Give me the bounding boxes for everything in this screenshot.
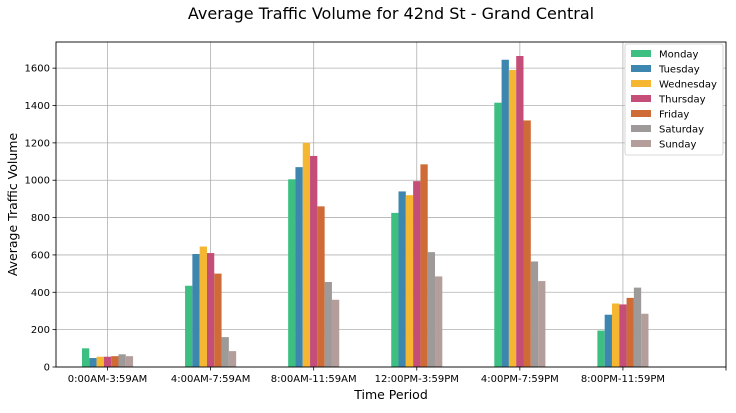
legend-label: Sunday [659,140,696,151]
bar-friday [214,273,222,367]
legend-label: Saturday [659,125,704,136]
bar-saturday [633,287,642,367]
bar-sunday [641,313,649,367]
legend-swatch [631,80,651,87]
legend-label: Friday [659,110,689,121]
bar-tuesday [398,191,406,367]
bar-thursday [413,181,421,367]
bar-sunday [435,276,443,367]
legend-swatch [631,125,651,132]
bar-tuesday [501,59,509,367]
y-tick-label: 1000 [25,176,50,187]
bars-layer [81,56,649,368]
bar-tuesday [604,314,612,367]
y-tick-label: 0 [44,363,50,374]
bar-monday [288,179,296,367]
legend-swatch [631,65,651,72]
y-tick-label: 1400 [25,101,50,112]
y-tick-label: 1200 [25,138,50,149]
bar-thursday [310,155,318,367]
bar-friday [523,120,531,367]
bar-thursday [103,356,112,367]
legend-label: Tuesday [658,65,700,76]
bar-monday [391,212,399,367]
legend-label: Monday [659,50,699,61]
bar-wednesday [611,303,620,367]
bar-saturday [118,354,126,367]
bar-tuesday [295,167,303,367]
bar-tuesday [192,253,200,367]
bar-tuesday [89,358,97,367]
bar-friday [317,206,325,367]
legend-swatch [631,50,651,57]
legend-swatch [631,140,651,147]
legend: Monday Tuesday Wednesday Thursday Friday Satu… [624,43,724,156]
bar-sunday [538,281,546,367]
y-tick-label: 200 [31,325,50,336]
x-tick-label: 4:00AM-7:59AM [171,374,250,385]
x-tick-label: 0:00AM-3:59AM [68,374,147,385]
bar-monday [597,330,605,367]
bar-sunday [125,356,134,367]
bar-monday [494,102,502,367]
chart-title: Average Traffic Volume for 42nd St - Gra… [188,4,594,23]
bar-saturday [221,337,229,367]
bar-friday [626,297,634,367]
bar-monday [185,285,193,367]
bar-wednesday [405,195,414,367]
bar-monday [81,348,90,367]
bar-friday [420,164,428,367]
y-tick-label: 600 [31,250,50,261]
bar-wednesday [199,246,207,367]
bar-friday [111,356,119,367]
y-tick-label: 1600 [25,64,50,75]
x-tick-label: 4:00PM-7:59PM [481,374,559,385]
x-axis-label: Time Period [353,387,428,402]
x-tick-label: 12:00PM-3:59PM [375,374,459,385]
bar-saturday [324,282,332,367]
bar-saturday [530,261,539,367]
ticks-layer: 0 200 400 600 800 1000 1200 1400 1600 0:00AM-3:59… [25,64,727,385]
legend-label: Thursday [658,95,706,106]
legend-swatch [631,95,651,102]
bar-sunday [331,299,340,367]
bar-thursday [619,304,627,367]
bar-sunday [228,351,237,367]
y-tick-label: 400 [31,288,50,299]
y-axis-label: Average Traffic Volume [5,133,20,277]
bar-saturday [427,252,436,367]
y-tick-label: 800 [31,213,50,224]
legend-swatch [631,110,651,117]
bar-wednesday [508,70,517,367]
plot-frame [55,41,727,368]
bar-wednesday [96,356,104,367]
bar-thursday [516,56,524,368]
bar-wednesday [302,142,311,367]
x-tick-label: 8:00AM-11:59AM [271,374,357,385]
x-tick-label: 8:00PM-11:59PM [581,374,665,385]
legend-label: Wednesday [659,80,717,91]
bar-thursday [206,253,215,367]
